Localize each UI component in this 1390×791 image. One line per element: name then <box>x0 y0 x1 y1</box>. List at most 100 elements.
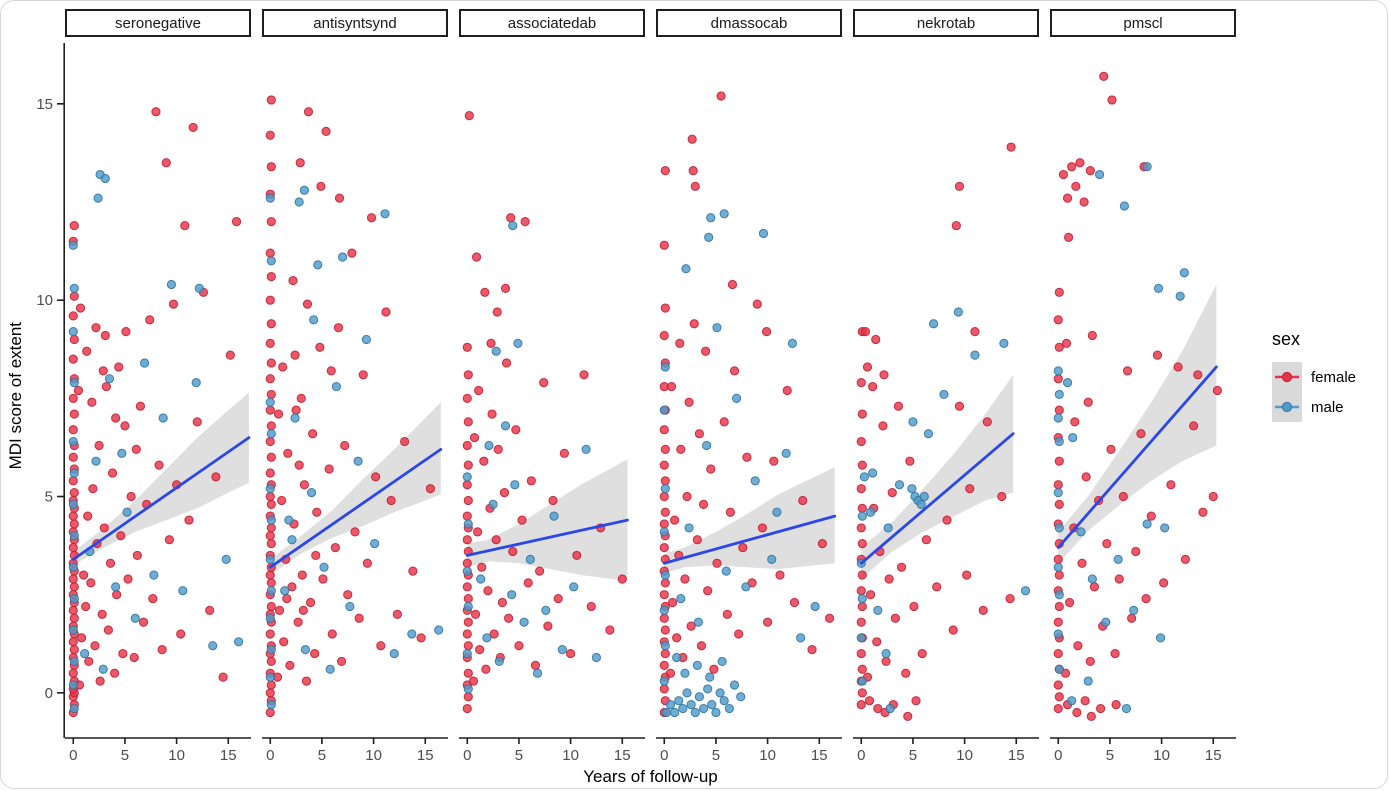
x-tick-label: 10 <box>168 747 185 764</box>
point-male <box>1053 562 1063 572</box>
point-female <box>462 703 472 714</box>
point-male <box>111 582 121 592</box>
point-male <box>462 566 472 576</box>
point-female <box>151 107 161 117</box>
point-female <box>225 350 235 360</box>
trend-line <box>859 432 1015 565</box>
facet-panel-seronegative: 0 5 10 15 <box>65 107 251 764</box>
point-female <box>954 401 965 411</box>
point-female <box>376 641 386 651</box>
point-female <box>477 562 487 572</box>
point-male <box>525 554 535 564</box>
point-male <box>93 193 103 203</box>
legend-item-female[interactable]: female <box>1272 362 1387 392</box>
point-female <box>903 711 913 722</box>
point-female <box>672 633 682 643</box>
point-female <box>872 637 882 647</box>
point-female <box>1053 554 1063 564</box>
point-female <box>1053 648 1063 659</box>
point-male <box>265 672 275 682</box>
point-female <box>1054 287 1064 297</box>
legend-item-male[interactable]: male <box>1272 392 1387 422</box>
confidence-ribbon <box>467 459 628 581</box>
point-female <box>1099 71 1109 81</box>
point-male <box>266 586 276 596</box>
point-male <box>923 429 934 439</box>
facet-strip-label: nekrotab <box>916 14 976 32</box>
point-male <box>541 605 551 615</box>
point-female <box>462 342 472 352</box>
point-female <box>539 378 549 388</box>
confidence-ribbon <box>861 374 1014 579</box>
point-male <box>715 688 725 698</box>
point-female <box>1111 700 1121 710</box>
point-male <box>299 185 309 195</box>
point-male <box>234 637 244 647</box>
point-female <box>84 656 94 667</box>
point-female <box>660 648 670 659</box>
point-female <box>856 586 866 596</box>
legend-label-male: male <box>1311 398 1344 416</box>
point-female <box>68 425 78 435</box>
legend-title: sex <box>1272 329 1301 349</box>
point-female <box>94 440 104 451</box>
point-female <box>266 358 276 368</box>
point-female <box>463 692 473 702</box>
point-male <box>908 417 918 427</box>
point-female <box>303 107 314 117</box>
point-male <box>370 539 380 549</box>
point-female <box>266 319 276 329</box>
point-female <box>486 338 496 348</box>
point-female <box>274 605 285 615</box>
point-male <box>680 668 690 678</box>
x-tick-label: 15 <box>417 747 434 764</box>
point-male <box>178 586 188 596</box>
trend-line <box>1056 365 1218 549</box>
point-female <box>901 668 911 678</box>
point-female <box>68 511 78 521</box>
point-female <box>340 440 350 451</box>
point-female <box>302 299 313 309</box>
point-male <box>704 232 714 242</box>
confidence-ribbon <box>270 402 441 576</box>
point-female <box>660 444 670 454</box>
point-female <box>909 601 919 612</box>
point-female <box>462 629 472 639</box>
point-female <box>288 275 298 286</box>
point-female <box>660 166 670 176</box>
point-female <box>729 366 740 376</box>
point-female <box>659 330 669 341</box>
point-female <box>69 220 79 231</box>
point-male <box>703 684 713 694</box>
point-male <box>287 535 297 545</box>
point-female <box>489 629 499 639</box>
point-male <box>519 617 529 627</box>
point-male <box>482 633 492 643</box>
point-female <box>887 487 897 498</box>
point-female <box>86 578 96 588</box>
point-male <box>284 515 294 525</box>
point-male <box>678 703 688 714</box>
point-male <box>122 507 132 517</box>
point-male <box>500 421 511 431</box>
point-female <box>474 385 484 396</box>
point-female <box>692 535 702 545</box>
point-female <box>97 609 107 619</box>
point-female <box>299 480 309 490</box>
point-female <box>1166 480 1176 490</box>
point-male <box>194 283 204 294</box>
point-female <box>1053 617 1063 627</box>
point-female <box>722 609 732 619</box>
facet-strip-label: dmassocab <box>710 14 788 32</box>
point-male <box>970 350 980 360</box>
point-female <box>978 605 988 615</box>
point-male <box>810 601 820 612</box>
point-female <box>982 417 992 427</box>
point-male <box>868 468 878 478</box>
point-female <box>864 696 875 706</box>
point-male <box>706 213 716 223</box>
x-tick-label: 5 <box>712 747 720 764</box>
points-female <box>1053 71 1222 722</box>
facet-strip: nekrotab <box>853 9 1039 37</box>
point-male <box>591 652 602 663</box>
